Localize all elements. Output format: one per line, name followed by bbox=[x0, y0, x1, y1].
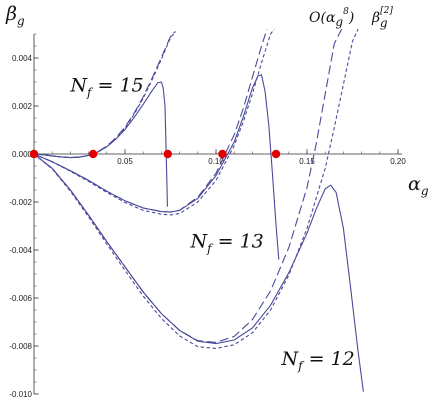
fixed-point-marker bbox=[29, 149, 39, 159]
legend-short-dash-label: β[2] g bbox=[371, 6, 393, 30]
y-tick-label: -0.010 bbox=[9, 390, 32, 399]
x-tick-label: 0.15 bbox=[299, 157, 315, 166]
y-tick-label: -0.006 bbox=[9, 294, 32, 303]
series-nf-13-long-dash bbox=[34, 29, 268, 213]
legend-long-dash-label: O(αg8) bbox=[309, 7, 354, 29]
fixed-point-marker bbox=[218, 149, 227, 159]
annotations: Nf = 15 Nf = 13 Nf = 12 bbox=[69, 75, 354, 374]
series-nf-15-short-dash bbox=[34, 31, 177, 159]
y-tick-label: 0.000 bbox=[12, 150, 33, 159]
curves bbox=[34, 28, 364, 392]
fixed-point-marker bbox=[163, 149, 172, 159]
fixed-point-marker bbox=[271, 149, 281, 159]
fixed-point-marker bbox=[88, 149, 98, 159]
series-nf-12-short-dash bbox=[34, 28, 359, 349]
y-tick-label: -0.004 bbox=[9, 246, 32, 255]
x-axis-title: αg bbox=[408, 173, 429, 198]
y-axis-title: βg bbox=[5, 3, 25, 28]
y-tick-label: 0.002 bbox=[12, 102, 33, 111]
fixed-points bbox=[29, 149, 281, 159]
x-tick-label: 0.05 bbox=[117, 157, 133, 166]
curve-annotation: Nf = 15 bbox=[69, 75, 143, 100]
y-tick-label: -0.002 bbox=[9, 198, 32, 207]
x-tick-label: 0.20 bbox=[390, 157, 406, 166]
axes: 0.004 0.002 0.000 -0.002 -0.004 -0.006 -0.008 -… bbox=[9, 33, 406, 399]
x-tick-label: 0.10 bbox=[208, 157, 224, 166]
curve-annotation: Nf = 13 bbox=[190, 231, 264, 256]
series-nf-13-short-dash bbox=[34, 28, 275, 216]
y-tick-label: 0.004 bbox=[12, 54, 33, 63]
curve-annotation: Nf = 12 bbox=[281, 348, 355, 373]
y-tick-label: -0.008 bbox=[9, 342, 32, 351]
